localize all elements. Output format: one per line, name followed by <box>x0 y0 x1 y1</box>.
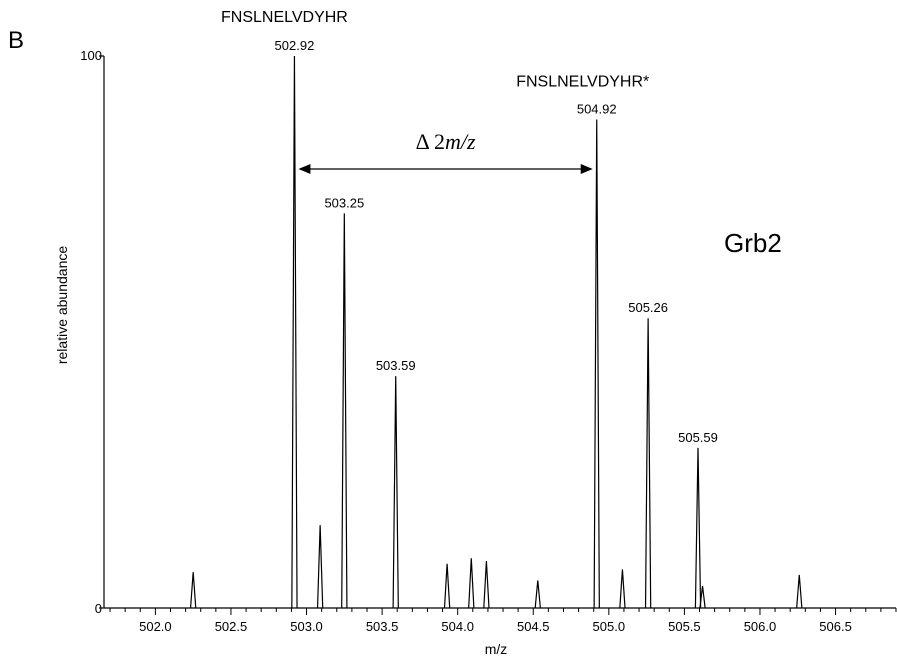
spectrum-peak <box>483 561 490 609</box>
peak-label: 504.92 <box>577 101 617 116</box>
x-tick-label: 506.5 <box>819 619 852 634</box>
peak-label: 502.92 <box>275 38 315 53</box>
protein-label: Grb2 <box>724 228 782 258</box>
x-tick-label: 502.0 <box>139 619 172 634</box>
spectrum-peak <box>392 376 399 609</box>
x-tick-label: 505.5 <box>668 619 701 634</box>
panel-label: B <box>8 27 24 54</box>
peak-labels: 502.92 503.25 503.59 504.92 505.26 505.59 <box>275 38 718 445</box>
spectrum-peak <box>443 563 451 609</box>
x-tick-label: 504.5 <box>517 619 550 634</box>
spectrum-peaks <box>189 55 803 609</box>
peak-label: 503.59 <box>376 358 416 373</box>
mass-shift-unit: m/z <box>445 129 476 154</box>
arrow-head-right <box>580 164 593 174</box>
spectrum-peak <box>468 558 475 609</box>
spectrum-peak <box>189 572 197 609</box>
peak-label: 505.26 <box>628 300 668 315</box>
x-axis-title: m/z <box>485 641 508 657</box>
mass-shift-label: Δ 2m/z <box>416 129 476 154</box>
spectrum-peak <box>316 525 324 609</box>
y-axis-ticks: 0 100 <box>80 48 104 616</box>
spectrum-peak <box>534 580 541 609</box>
arrow-head-left <box>298 164 311 174</box>
x-axis-ticks: 502.0 502.5 503.0 503.5 504.0 504.5 505.0 505.5… <box>109 608 897 634</box>
spectrum-peak <box>593 119 600 609</box>
y-tick-label: 0 <box>95 601 102 616</box>
spectrum-peak <box>644 318 652 609</box>
x-tick-label: 503.5 <box>366 619 399 634</box>
x-tick-label: 502.5 <box>215 619 248 634</box>
peak-label: 503.25 <box>324 195 364 210</box>
peptide-label-heavy: FNSLNELVDYHR* <box>516 73 649 90</box>
spectrum-peak <box>796 574 803 609</box>
peak-label: 505.59 <box>678 430 718 445</box>
x-tick-label: 505.0 <box>593 619 626 634</box>
x-tick-label: 504.0 <box>441 619 474 634</box>
x-tick-label: 503.0 <box>290 619 323 634</box>
spectrum-peak <box>291 55 298 609</box>
spectrum-peak <box>619 569 626 609</box>
y-tick-label: 100 <box>80 48 102 63</box>
annotations: FNSLNELVDYHR FNSLNELVDYHR* Δ 2m/z <box>221 9 649 174</box>
spectrum-peak <box>699 585 706 609</box>
mass-shift-prefix: Δ 2 <box>416 129 445 154</box>
spectrum-peak <box>341 213 348 609</box>
spectrum-peak <box>694 447 702 609</box>
x-tick-label: 506.0 <box>744 619 777 634</box>
peptide-label-light: FNSLNELVDYHR <box>221 9 348 26</box>
y-axis-title: relative abundance <box>54 246 70 365</box>
